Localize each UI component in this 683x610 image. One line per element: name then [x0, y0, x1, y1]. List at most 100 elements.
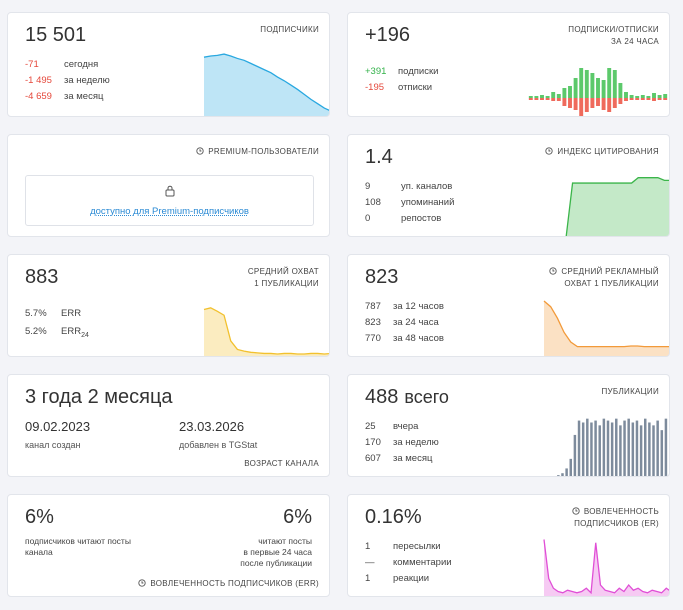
stat-text: уп. каналов: [401, 181, 453, 192]
stat-row: 823 за 24 часа: [365, 316, 439, 330]
stat-row: 1 реакции: [365, 572, 429, 586]
spark-bar: [594, 420, 597, 476]
metric-number: 3 года 2 месяца: [25, 386, 173, 408]
spark-bar: [569, 458, 572, 476]
clock-face: [549, 267, 557, 275]
stat-number: -71: [25, 59, 39, 70]
spark-bar: [660, 430, 664, 476]
date-caption: добавлен в TGStat: [179, 440, 258, 450]
stat-number: 5.2%: [25, 326, 47, 337]
stat-row: 9 уп. каналов: [365, 180, 452, 194]
spark-line: [565, 177, 669, 236]
label-text: ИНДЕКС ЦИТИРОВАНИЯ: [557, 147, 659, 156]
label-text: ПОДПИСКИ/ОТПИСКИ: [568, 25, 659, 34]
metric-number: 823: [365, 266, 399, 288]
stat-subscript: 24: [81, 331, 89, 339]
spark-bar: [551, 92, 556, 98]
spark-bar: [635, 96, 640, 98]
stat-text: за неделю: [393, 437, 439, 448]
spark-line: [203, 53, 329, 111]
sparkline: [543, 539, 669, 596]
stat-card: 823 СРЕДНИЙ РЕКЛАМНЫЙ ОХВАТ 1 ПУБЛИКАЦИИ 78…: [347, 254, 670, 357]
spark-bar: [664, 418, 668, 476]
premium-link[interactable]: доступно для Premium-подписчиков: [90, 206, 249, 217]
stat-text: упоминаний: [401, 197, 455, 208]
sparkline: [203, 307, 329, 356]
stat-number: 1: [365, 573, 371, 584]
stat-row: 25 вчера: [365, 420, 418, 434]
spark-bar: [663, 94, 668, 98]
spark-bar: [615, 418, 618, 476]
sparkline: [543, 300, 669, 356]
spark-bar: [601, 98, 606, 110]
label-line: ВОВЛЕЧЕННОСТЬ: [572, 506, 659, 518]
label-text: ПУБЛИКАЦИИ: [601, 387, 659, 396]
spark-bar: [635, 420, 639, 476]
stat-number: -1 495: [25, 75, 52, 86]
spark-bar: [624, 92, 628, 98]
spark-bar: [590, 73, 595, 98]
spark-bar: [598, 425, 601, 476]
label-line: СРЕДНИЙ РЕКЛАМНЫЙ: [549, 266, 659, 278]
stat-row: 5.2% ERR24: [25, 325, 89, 343]
spark-bar: [640, 95, 645, 98]
spark-bar: [562, 98, 567, 106]
spark-bar: [590, 422, 593, 476]
spark-line: [543, 300, 669, 348]
right-caption: в первые 24 часа: [243, 547, 312, 557]
stat-number: 9: [365, 181, 371, 192]
label-line: ИНДЕКС ЦИТИРОВАНИЯ: [545, 146, 659, 158]
metric-number: 883: [25, 266, 59, 288]
metric-value: 1.4: [365, 146, 393, 169]
stat-card: +196 ПОДПИСКИ/ОТПИСКИ ЗА 24 ЧАСА +391 подпис…: [347, 12, 670, 117]
stat-number: —: [365, 557, 375, 568]
spark-bar: [534, 98, 539, 100]
stat-row: +391 подписки: [365, 65, 438, 79]
spark-bar: [602, 418, 606, 476]
spark-bar: [584, 98, 589, 112]
clock-hands: [575, 509, 578, 512]
label-text: ЗА 24 ЧАСА: [611, 37, 659, 46]
metric-number: 488: [365, 386, 399, 408]
clock-face: [572, 507, 580, 515]
clock-hands: [552, 269, 555, 272]
label-line: ОХВАТ 1 ПУБЛИКАЦИИ: [549, 278, 659, 290]
stat-row: -4 659 за месяц: [25, 90, 103, 104]
label-line: ЗА 24 ЧАСА: [568, 36, 659, 48]
spark-bar: [640, 98, 645, 100]
label-text: СРЕДНИЙ ОХВАТ: [247, 267, 319, 276]
clock-icon: [196, 147, 204, 155]
spark-bar: [657, 95, 662, 98]
spark-bar: [577, 420, 581, 476]
stat-number: 823: [365, 317, 381, 328]
lock-shackle: [167, 185, 173, 190]
stat-card: 3 года 2 месяца 09.02.2023 канал создан 23.…: [7, 374, 330, 477]
spark-bar: [528, 98, 533, 100]
label-line: ПУБЛИКАЦИИ: [602, 386, 660, 398]
stat-row: -1 495 за неделю: [25, 74, 110, 88]
right-caption: читают посты: [258, 536, 312, 546]
metric-value: 0.16%: [365, 506, 422, 529]
stat-text: вчера: [393, 421, 419, 432]
sparkline: [565, 177, 669, 236]
lock-body: [165, 189, 175, 197]
card-label: ИНДЕКС ЦИТИРОВАНИЯ: [545, 146, 659, 158]
stat-number: 25: [365, 421, 376, 432]
spark-bar: [562, 88, 567, 98]
stat-card: 0.16% ВОВЛЕЧЕННОСТЬ ПОДПИСЧИКОВ (ER) 1 перес…: [347, 494, 670, 597]
metric-value: 488 всего: [365, 386, 449, 409]
label-line: СРЕДНИЙ ОХВАТ: [248, 266, 319, 278]
spark-bar: [618, 98, 623, 104]
label-line: 1 ПУБЛИКАЦИИ: [248, 278, 319, 290]
card-label: ПОДПИСКИ/ОТПИСКИ ЗА 24 ЧАСА: [568, 24, 659, 48]
left-caption: подписчиков читают посты канала: [25, 536, 131, 557]
card-label: СРЕДНИЙ РЕКЛАМНЫЙ ОХВАТ 1 ПУБЛИКАЦИИ: [549, 266, 659, 290]
date-caption: канал создан: [25, 440, 81, 450]
spark-bar: [556, 98, 561, 101]
spark-bar: [631, 422, 635, 476]
stat-row: 787 за 12 часов: [365, 300, 444, 314]
sparkline: [557, 418, 668, 476]
spark-bar: [639, 425, 643, 476]
metric-number: +196: [365, 24, 411, 46]
stat-text: за 48 часов: [393, 333, 444, 344]
